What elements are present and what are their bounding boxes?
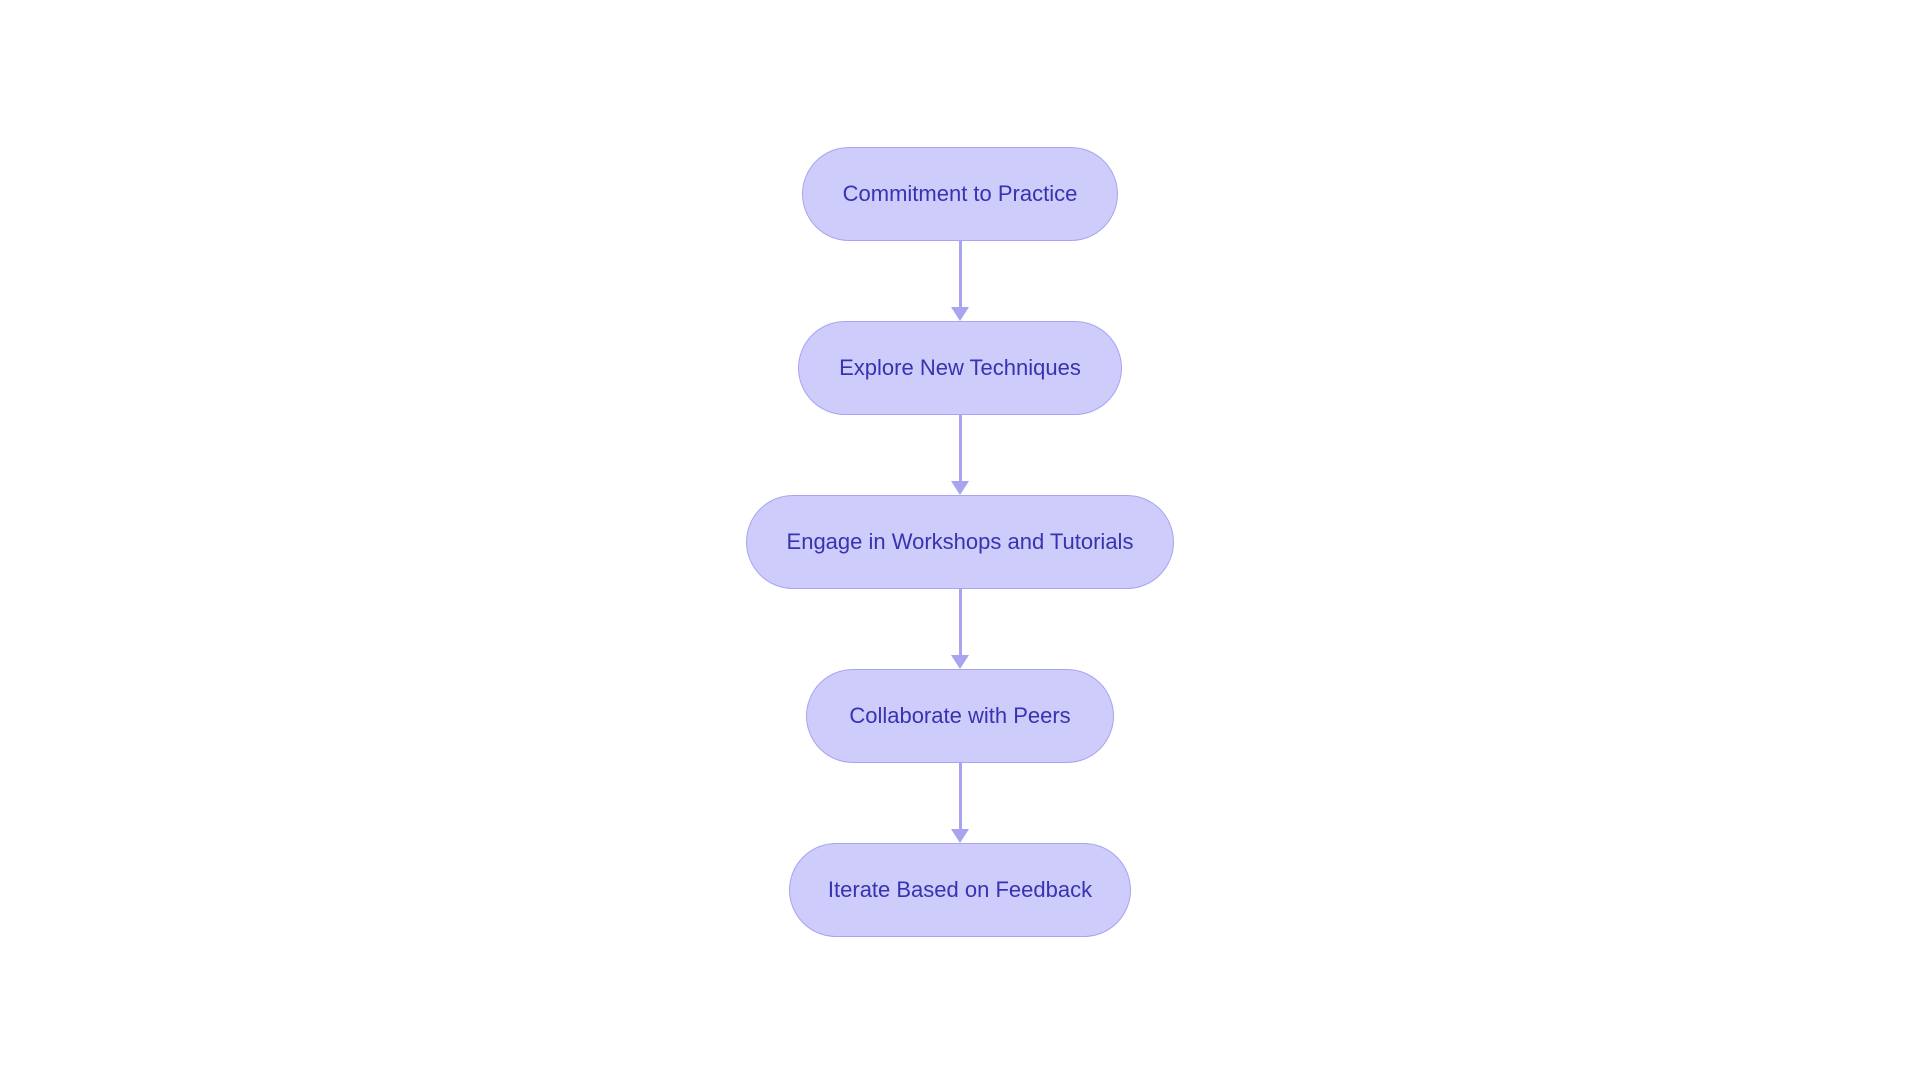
node-label: Explore New Techniques xyxy=(839,355,1081,381)
node-commitment: Commitment to Practice xyxy=(802,147,1118,241)
node-label: Collaborate with Peers xyxy=(849,703,1070,729)
arrow-head-icon xyxy=(951,307,969,321)
arrow-line xyxy=(959,415,962,481)
arrow-1 xyxy=(951,241,969,321)
arrow-head-icon xyxy=(951,655,969,669)
arrow-2 xyxy=(951,415,969,495)
node-label: Engage in Workshops and Tutorials xyxy=(787,529,1134,555)
node-engage: Engage in Workshops and Tutorials xyxy=(746,495,1174,589)
arrow-line xyxy=(959,241,962,307)
node-label: Commitment to Practice xyxy=(843,181,1078,207)
node-iterate: Iterate Based on Feedback xyxy=(789,843,1131,937)
node-explore: Explore New Techniques xyxy=(798,321,1122,415)
arrow-head-icon xyxy=(951,481,969,495)
flowchart-container: Commitment to Practice Explore New Techn… xyxy=(746,147,1174,937)
arrow-3 xyxy=(951,589,969,669)
node-label: Iterate Based on Feedback xyxy=(828,877,1092,903)
arrow-line xyxy=(959,763,962,829)
node-collaborate: Collaborate with Peers xyxy=(806,669,1114,763)
arrow-head-icon xyxy=(951,829,969,843)
arrow-line xyxy=(959,589,962,655)
arrow-4 xyxy=(951,763,969,843)
